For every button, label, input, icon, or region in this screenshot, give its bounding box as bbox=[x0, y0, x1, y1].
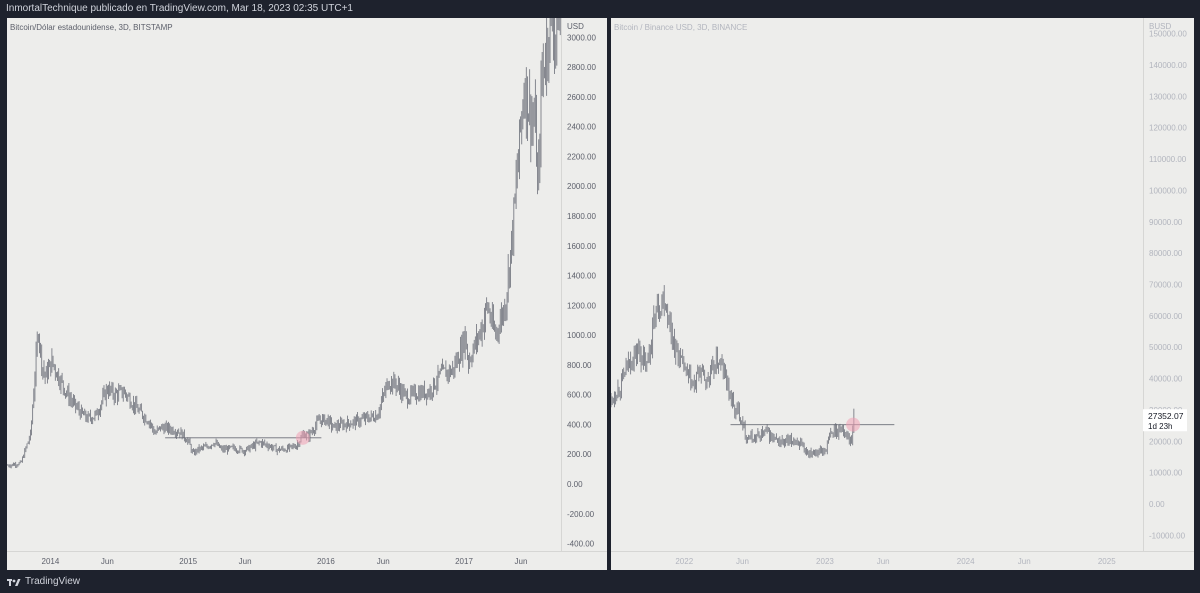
price-tick-label: 0.00 bbox=[1149, 500, 1165, 509]
tradingview-logo-icon bbox=[7, 577, 21, 587]
price-tick-label: 80000.00 bbox=[1149, 249, 1183, 258]
time-tick-label: Jun bbox=[101, 557, 114, 566]
price-tick-label: 130000.00 bbox=[1149, 92, 1187, 101]
time-tick-label: 2016 bbox=[317, 557, 335, 566]
price-tick-label: 2000.00 bbox=[567, 182, 596, 191]
price-tick-label: 800.00 bbox=[567, 361, 592, 370]
price-tick-label: 2600.00 bbox=[567, 93, 596, 102]
price-tick-label: 10000.00 bbox=[1149, 469, 1183, 478]
price-tick-label: -400.00 bbox=[567, 540, 595, 549]
candles-group bbox=[7, 18, 561, 469]
price-tick-label: 1400.00 bbox=[567, 272, 596, 281]
price-tick-label: 60000.00 bbox=[1149, 312, 1183, 321]
price-tick-label: 2200.00 bbox=[567, 152, 596, 161]
chart-title: Bitcoin/Dólar estadounidense, 3D, BITSTA… bbox=[10, 23, 173, 32]
time-tick-label: Jun bbox=[515, 557, 528, 566]
price-tick-label: 200.00 bbox=[567, 450, 592, 459]
tradingview-logo[interactable]: TradingView bbox=[7, 576, 80, 587]
last-price-badge bbox=[1143, 409, 1187, 432]
chart-panel-right[interactable]: Bitcoin / Binance USD, 3D, BINANCE BUSD -1… bbox=[610, 18, 1194, 570]
price-tick-label: 1200.00 bbox=[567, 301, 596, 310]
price-tick-label: 1800.00 bbox=[567, 212, 596, 221]
price-tick-label: 100000.00 bbox=[1149, 186, 1187, 195]
time-tick-label: 2014 bbox=[42, 557, 60, 566]
price-tick-label: 150000.00 bbox=[1149, 30, 1187, 39]
chart-btc-busd-binance[interactable]: Bitcoin / Binance USD, 3D, BINANCE BUSD -1… bbox=[610, 18, 1194, 570]
chart-btc-usd-bitstamp[interactable]: Bitcoin/Dólar estadounidense, 3D, BITSTA… bbox=[7, 18, 607, 570]
time-tick-label: Jun bbox=[1018, 557, 1031, 566]
chart-background bbox=[611, 18, 1194, 570]
time-tick-label: 2024 bbox=[957, 557, 975, 566]
chart-panel-left[interactable]: Bitcoin/Dólar estadounidense, 3D, BITSTA… bbox=[7, 18, 607, 570]
time-tick-label: 2015 bbox=[179, 557, 197, 566]
price-tick-label: 110000.00 bbox=[1149, 155, 1187, 164]
chart-title: Bitcoin / Binance USD, 3D, BINANCE bbox=[614, 23, 747, 32]
price-tick-label: 400.00 bbox=[567, 420, 592, 429]
price-tick-label: -10000.00 bbox=[1149, 531, 1186, 540]
price-tick-label: 0.00 bbox=[567, 480, 583, 489]
price-tick-label: 90000.00 bbox=[1149, 218, 1183, 227]
price-tick-label: 600.00 bbox=[567, 391, 592, 400]
price-tick-label: 140000.00 bbox=[1149, 61, 1187, 70]
price-tick-label: 40000.00 bbox=[1149, 375, 1183, 384]
publish-info: InmortalTechnique publicado en TradingVi… bbox=[6, 3, 353, 14]
time-tick-label: Jun bbox=[877, 557, 890, 566]
time-tick-label: 2022 bbox=[675, 557, 693, 566]
price-unit-label: BUSD bbox=[1149, 22, 1171, 31]
price-unit-label: USD bbox=[567, 22, 584, 31]
price-tick-label: 70000.00 bbox=[1149, 281, 1183, 290]
price-tick-label: 50000.00 bbox=[1149, 343, 1183, 352]
price-tick-label: 1000.00 bbox=[567, 331, 596, 340]
bottom-bar: TradingView bbox=[0, 571, 1200, 593]
price-tick-label: 2400.00 bbox=[567, 123, 596, 132]
chart-background bbox=[7, 18, 607, 570]
highlight-marker bbox=[846, 417, 861, 432]
highlight-marker bbox=[295, 430, 310, 445]
price-tick-label: 20000.00 bbox=[1149, 437, 1183, 446]
time-tick-label: 2017 bbox=[455, 557, 473, 566]
price-tick-label: 3000.00 bbox=[567, 33, 596, 42]
last-price-countdown: 1d 23h bbox=[1148, 422, 1172, 431]
time-tick-label: Jun bbox=[377, 557, 390, 566]
top-bar: InmortalTechnique publicado en TradingVi… bbox=[0, 0, 1200, 18]
time-tick-label: 2023 bbox=[816, 557, 834, 566]
price-tick-label: 120000.00 bbox=[1149, 124, 1187, 133]
time-tick-label: Jun bbox=[239, 557, 252, 566]
price-tick-label: -200.00 bbox=[567, 510, 595, 519]
time-tick-label: 2025 bbox=[1098, 557, 1116, 566]
price-tick-label: 2800.00 bbox=[567, 63, 596, 72]
last-price-value: 27352.07 bbox=[1148, 411, 1184, 421]
tradingview-brand-label: TradingView bbox=[25, 576, 81, 587]
time-tick-label: Jun bbox=[736, 557, 749, 566]
price-tick-label: 1600.00 bbox=[567, 242, 596, 251]
